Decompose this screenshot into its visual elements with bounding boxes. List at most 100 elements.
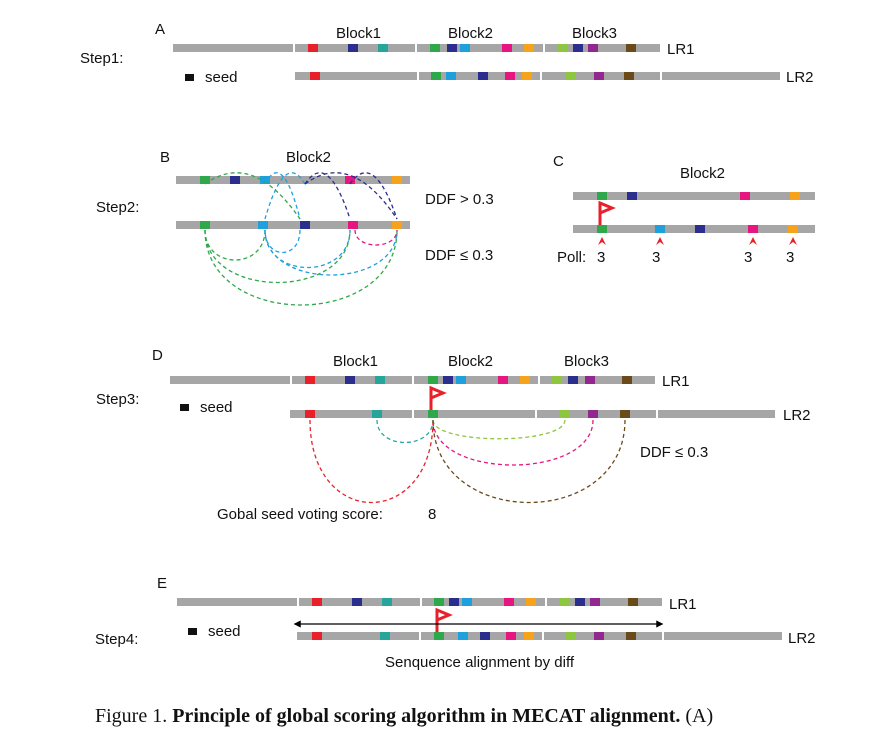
block-gap xyxy=(545,598,547,606)
legend-text: seed xyxy=(208,623,241,640)
seed xyxy=(620,410,630,418)
seed xyxy=(312,632,322,640)
seed xyxy=(597,192,607,200)
seed xyxy=(568,376,578,384)
seed xyxy=(462,598,472,606)
seed xyxy=(200,221,210,229)
vote-arc xyxy=(376,419,434,443)
read-bar xyxy=(176,176,410,184)
block-gap xyxy=(540,72,542,80)
panel-label: A xyxy=(155,21,165,38)
block-gap xyxy=(419,632,421,640)
read-label: LR2 xyxy=(788,630,816,647)
seed xyxy=(348,221,358,229)
read-label: LR2 xyxy=(786,69,814,86)
ddf-arc xyxy=(349,172,398,220)
vote: 3 xyxy=(652,249,660,266)
seed xyxy=(305,410,315,418)
caption: Figure 1. Principle of global scoring al… xyxy=(95,705,713,727)
step-label: Step2: xyxy=(96,199,139,216)
vote-arc xyxy=(432,419,594,466)
legend-text: seed xyxy=(200,399,233,416)
read-bar xyxy=(290,410,775,418)
seed xyxy=(345,176,355,184)
anchor-flag xyxy=(429,385,447,410)
read-bar xyxy=(573,192,815,200)
seed xyxy=(522,72,532,80)
seed xyxy=(352,598,362,606)
seed xyxy=(624,72,634,80)
vote-arc xyxy=(264,229,398,276)
seed xyxy=(447,44,457,52)
block-gap xyxy=(662,632,664,640)
seed xyxy=(524,44,534,52)
seed xyxy=(478,72,488,80)
block-label: Block3 xyxy=(564,353,609,370)
ddf-arc xyxy=(264,172,301,220)
seed xyxy=(788,225,798,233)
vote-arc xyxy=(432,419,566,440)
seed xyxy=(628,598,638,606)
seed xyxy=(790,192,800,200)
seed xyxy=(480,632,490,640)
seed xyxy=(594,72,604,80)
block-label: Block3 xyxy=(572,25,617,42)
vote-arc xyxy=(264,229,301,254)
seed xyxy=(504,598,514,606)
shapes xyxy=(170,44,815,640)
seed xyxy=(434,598,444,606)
vote-arc xyxy=(309,419,434,503)
seed xyxy=(626,632,636,640)
block-gap xyxy=(656,410,658,418)
seed xyxy=(428,376,438,384)
seed xyxy=(594,632,604,640)
block-gap xyxy=(543,44,545,52)
seed xyxy=(460,44,470,52)
ddf-arc xyxy=(204,172,301,220)
block-gap xyxy=(297,598,299,606)
panel-label: D xyxy=(152,347,163,364)
poll-arrow xyxy=(598,237,606,245)
poll-arrow xyxy=(749,237,757,245)
seed xyxy=(310,72,320,80)
seed xyxy=(590,598,600,606)
seed xyxy=(345,376,355,384)
seed xyxy=(312,598,322,606)
read-label: LR2 xyxy=(783,407,811,424)
vote-arc xyxy=(354,229,398,246)
seed xyxy=(200,176,210,184)
seed xyxy=(573,44,583,52)
seed xyxy=(430,44,440,52)
seed xyxy=(502,44,512,52)
seed xyxy=(456,376,466,384)
seed xyxy=(308,44,318,52)
seed xyxy=(434,632,444,640)
seed xyxy=(305,376,315,384)
vote-arc xyxy=(204,229,266,261)
poll-arrow xyxy=(656,237,664,245)
panel-label: C xyxy=(553,153,564,170)
panel-label: B xyxy=(160,149,170,166)
seed xyxy=(560,598,570,606)
anchor-flag xyxy=(598,200,616,225)
block-gap xyxy=(415,44,417,52)
legend-swatch xyxy=(185,74,194,81)
legend-swatch xyxy=(180,404,189,411)
seed xyxy=(382,598,392,606)
step-label: Step3: xyxy=(96,391,139,408)
seed xyxy=(449,598,459,606)
seed xyxy=(258,221,268,229)
score-label: Gobal seed voting score: xyxy=(217,506,383,523)
vote: 3 xyxy=(786,249,794,266)
ddf-arc xyxy=(304,172,351,220)
block-gap xyxy=(535,410,537,418)
read-bar xyxy=(177,598,662,606)
block-label: Block2 xyxy=(448,353,493,370)
seed xyxy=(566,632,576,640)
condition: DDF ≤ 0.3 xyxy=(425,247,493,264)
seed xyxy=(524,632,534,640)
block-gap xyxy=(542,632,544,640)
seed xyxy=(458,632,468,640)
seed xyxy=(565,72,575,80)
